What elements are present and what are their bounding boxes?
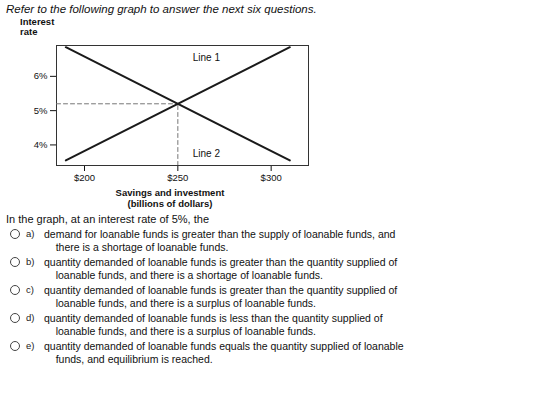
svg-text:Line 2: Line 2 [193, 148, 221, 159]
html-text:quantity demanded of loanable: quantity demanded of loanable funds equa… [44, 340, 404, 365]
html-text:Savings and investment (billio: Savings and investment (billions of doll… [115, 187, 225, 209]
html-text:e): e) [26, 340, 35, 351]
svg-text:4%: 4% [34, 139, 48, 150]
html-text:Interest rate: Interest rate [20, 16, 55, 37]
html-text:a): a) [26, 228, 35, 239]
svg-text:$250: $250 [167, 172, 188, 183]
html-text:quantity demanded of loanable: quantity demanded of loanable funds is g… [44, 256, 398, 281]
html-text:quantity demanded of loanable: quantity demanded of loanable funds is l… [44, 312, 383, 337]
html-text:c): c) [26, 284, 34, 295]
html-text:Refer to the following graph t: Refer to the following graph to answer t… [6, 3, 317, 15]
svg-text:6%: 6% [34, 70, 48, 81]
svg-text:$200: $200 [74, 172, 95, 183]
html-text:demand for loanable funds is g: demand for loanable funds is greater tha… [44, 228, 396, 253]
html-text:In the graph, at an interest r: In the graph, at an interest rate of 5%,… [6, 213, 209, 225]
html-text:d): d) [26, 312, 35, 323]
svg-text:5%: 5% [34, 105, 48, 116]
svg-text:$300: $300 [261, 172, 282, 183]
html-text:b): b) [26, 256, 35, 267]
svg-text:Line 1: Line 1 [193, 52, 221, 63]
html-text:quantity demanded of loanable: quantity demanded of loanable funds is g… [44, 284, 398, 309]
